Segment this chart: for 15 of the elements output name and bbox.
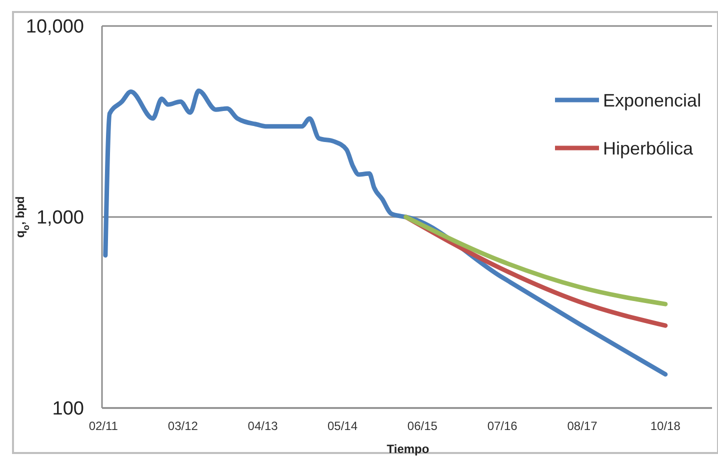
legend-label: Hiperbólica bbox=[603, 138, 694, 158]
x-tick-label: 05/14 bbox=[328, 419, 358, 433]
y-tick-label: 10,000 bbox=[26, 16, 84, 38]
x-axis-title: Tiempo bbox=[386, 442, 430, 456]
line-series bbox=[404, 214, 668, 306]
legend-label: Exponencial bbox=[603, 90, 702, 110]
x-tick-label: 02/11 bbox=[88, 419, 118, 433]
x-tick-label: 06/15 bbox=[407, 419, 438, 433]
x-tick-label: 07/16 bbox=[487, 419, 518, 433]
y-tick-label: 1,000 bbox=[36, 208, 84, 229]
x-tick-label: 10/18 bbox=[650, 419, 681, 433]
y-tick-label: 100 bbox=[52, 398, 84, 420]
x-tick-label: 03/12 bbox=[168, 419, 198, 433]
x-tick-label: 08/17 bbox=[567, 419, 598, 433]
x-tick-label: 04/13 bbox=[248, 419, 278, 433]
